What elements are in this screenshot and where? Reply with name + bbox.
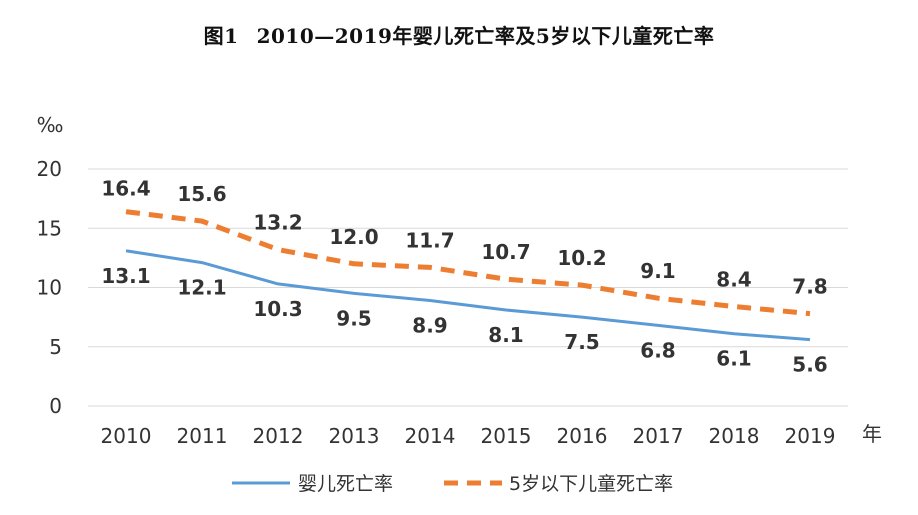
- data-labels: 13.1 12.1 10.3 9.5 8.9 8.1 7.5 6.8 6.1 5.6 16.4 15.…: [101, 177, 827, 377]
- under5-data-label: 12.0: [329, 225, 378, 249]
- y-tick-label: 10: [37, 276, 62, 300]
- series-lines: [125, 209, 811, 342]
- under5-data-label: 7.8: [792, 275, 827, 299]
- x-tick-label: 2018: [709, 424, 760, 448]
- x-tick-label: 2014: [405, 424, 456, 448]
- infant-data-label: 9.5: [336, 306, 371, 330]
- under5-data-label: 9.1: [640, 259, 675, 283]
- infant-data-label: 10.3: [253, 297, 302, 321]
- infant-data-label: 6.8: [640, 338, 675, 362]
- y-axis-ticks: 0 5 10 15 20: [37, 157, 62, 418]
- x-tick-label: 2017: [633, 424, 684, 448]
- under5-mortality-line: [125, 209, 811, 317]
- gridlines: [88, 168, 848, 407]
- infant-data-label: 8.9: [412, 314, 447, 338]
- x-tick-label: 2019: [785, 424, 836, 448]
- infant-data-label: 13.1: [101, 264, 150, 288]
- infant-data-label: 12.1: [177, 276, 226, 300]
- chart-title: 图1 2010—2019年婴儿死亡率及5岁以下儿童死亡率: [0, 20, 918, 49]
- y-tick-label: 15: [37, 216, 62, 240]
- under5-data-label: 11.7: [405, 228, 454, 252]
- infant-data-label: 8.1: [488, 323, 523, 347]
- figure-number: 图1: [203, 24, 239, 48]
- under5-data-label: 16.4: [101, 177, 150, 201]
- legend-label-under5: 5岁以下儿童死亡率: [509, 473, 673, 495]
- figure-title-text: 2010—2019年婴儿死亡率及5岁以下儿童死亡率: [256, 24, 715, 48]
- under5-data-label: 10.2: [557, 246, 606, 270]
- y-tick-label: 5: [49, 335, 62, 359]
- y-tick-label: 20: [37, 157, 62, 181]
- infant-data-label: 6.1: [716, 347, 751, 371]
- x-axis-ticks: 2010 2011 2012 2013 2014 2015 2016 2017 2018 2019: [101, 424, 836, 448]
- y-tick-label: 0: [49, 394, 62, 418]
- x-tick-label: 2016: [557, 424, 608, 448]
- under5-data-label: 10.7: [481, 240, 530, 264]
- x-tick-label: 2015: [481, 424, 532, 448]
- under5-data-label: 15.6: [177, 182, 226, 206]
- infant-data-label: 7.5: [564, 330, 599, 354]
- x-axis-unit-label: 年: [862, 422, 882, 446]
- x-tick-label: 2012: [253, 424, 304, 448]
- x-tick-label: 2011: [177, 424, 228, 448]
- infant-data-label: 5.6: [792, 353, 827, 377]
- legend: 婴儿死亡率 5岁以下儿童死亡率: [232, 473, 673, 495]
- legend-label-infant: 婴儿死亡率: [298, 473, 393, 495]
- under5-data-label: 8.4: [716, 267, 751, 291]
- x-tick-label: 2010: [101, 424, 152, 448]
- under5-data-label: 13.2: [253, 211, 302, 235]
- x-tick-label: 2013: [329, 424, 380, 448]
- infant-mortality-line: [125, 249, 811, 342]
- y-axis-unit-label: ‰: [37, 113, 64, 137]
